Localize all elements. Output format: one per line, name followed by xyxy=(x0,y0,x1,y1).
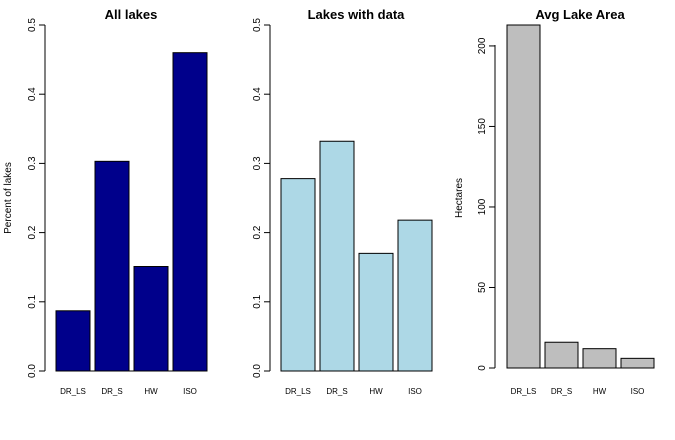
x-category-label: ISO xyxy=(408,387,422,396)
y-axis-label: Hectares xyxy=(454,178,465,218)
y-axis-label: Percent of lakes xyxy=(3,162,14,234)
x-category-label: ISO xyxy=(631,387,645,396)
x-category-label: DR_LS xyxy=(60,387,86,396)
y-tick-label: 0.4 xyxy=(27,87,38,101)
bar-hw xyxy=(582,348,617,369)
bar-iso xyxy=(620,357,655,369)
bar-dr-s xyxy=(544,341,579,369)
x-category-label: DR_S xyxy=(551,387,572,396)
y-axis-ticks: 0 50 100 150 200 xyxy=(477,37,495,371)
y-tick-label: 0.1 xyxy=(252,294,263,308)
x-category-label: ISO xyxy=(183,387,197,396)
y-tick-label: 100 xyxy=(477,198,488,215)
y-tick-label: 0.5 xyxy=(252,18,263,32)
y-tick-label: 0.0 xyxy=(252,364,263,378)
bar-dr-ls xyxy=(55,310,91,372)
panel-all-lakes: All lakes Percent of lakes 0.00.10.20.30… xyxy=(3,7,208,396)
x-axis-categories: DR_LS DR_S HW ISO xyxy=(511,387,645,396)
panel-avg-lake-area: Avg Lake Area Hectares 0 50 100 150 200 DR_L… xyxy=(454,7,655,396)
y-tick-label: 0.2 xyxy=(252,225,263,239)
bars xyxy=(506,24,655,369)
bars xyxy=(280,140,433,372)
x-category-label: HW xyxy=(593,387,607,396)
y-tick-label: 50 xyxy=(477,281,488,293)
bar-hw xyxy=(358,252,394,372)
bar-iso xyxy=(397,219,433,372)
bar-iso xyxy=(172,52,208,372)
panel-title: All lakes xyxy=(105,7,158,22)
x-category-label: DR_S xyxy=(101,387,122,396)
y-tick-label: 0.4 xyxy=(252,87,263,101)
y-tick-label: 0 xyxy=(477,365,488,371)
bar-dr-s xyxy=(94,160,130,372)
bar-hw xyxy=(133,266,169,372)
y-tick-label: 0.0 xyxy=(27,364,38,378)
x-category-label: HW xyxy=(144,387,158,396)
y-tick-label: 200 xyxy=(477,37,488,54)
y-tick-label: 0.3 xyxy=(27,156,38,170)
x-axis-categories: DR_LS DR_S HW ISO xyxy=(60,387,197,396)
bar-dr-ls xyxy=(506,24,541,369)
bars xyxy=(55,52,208,372)
x-category-label: DR_LS xyxy=(285,387,311,396)
x-axis-categories: DR_LS DR_S HW ISO xyxy=(285,387,422,396)
panel-lakes-with-data: Lakes with data 0.0 0.1 0.2 0.3 0.4 0.5 DR_LS… xyxy=(252,7,433,396)
panel-title: Lakes with data xyxy=(308,7,406,22)
bar-dr-ls xyxy=(280,178,316,372)
x-category-label: DR_LS xyxy=(511,387,537,396)
y-tick-label: 0.2 xyxy=(27,225,38,239)
bar-dr-s xyxy=(319,140,355,372)
y-axis-ticks: 0.0 0.1 0.2 0.3 0.4 0.5 xyxy=(27,18,45,378)
y-tick-label: 0.5 xyxy=(27,18,38,32)
panel-title: Avg Lake Area xyxy=(535,7,625,22)
x-category-label: HW xyxy=(369,387,383,396)
y-tick-label: 0.3 xyxy=(252,156,263,170)
x-category-label: DR_S xyxy=(326,387,347,396)
y-axis-ticks: 0.0 0.1 0.2 0.3 0.4 0.5 xyxy=(252,18,270,378)
y-tick-label: 0.1 xyxy=(27,294,38,308)
y-tick-label: 150 xyxy=(477,118,488,135)
